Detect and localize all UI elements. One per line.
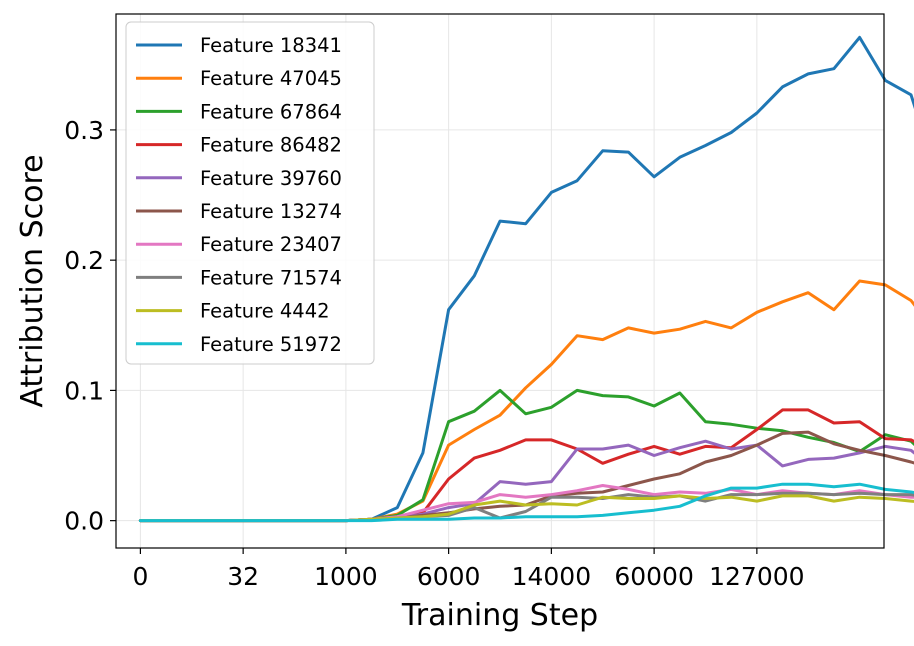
legend-entry-label: Feature 67864 [200, 100, 342, 123]
series-lines [138, 35, 914, 523]
legend: Feature 18341 Feature 47045 Feature 67864 F… [125, 21, 375, 365]
y-tick-label: 0.2 [64, 246, 104, 275]
y-axis-label: Attribution Score [15, 154, 50, 407]
legend-entry-label: Feature 39760 [200, 167, 342, 190]
legend-entry-label: Feature 86482 [200, 134, 342, 157]
legend-entry-label: Feature 4442 [200, 300, 330, 323]
series-line-feature-51972 [138, 482, 914, 523]
x-tick-label: 6000 [417, 562, 481, 591]
plot-frame [115, 13, 885, 549]
x-tick-label: 60000 [614, 562, 694, 591]
legend-entry-label: Feature 71574 [200, 266, 342, 289]
series-line-feature-13274 [138, 430, 914, 523]
legend-entry-label: Feature 18341 [200, 34, 342, 57]
x-tick-label: 127000 [709, 562, 804, 591]
legend-entry-label: Feature 23407 [200, 233, 342, 256]
x-tick-label: 14000 [512, 562, 592, 591]
y-axis-ticks: 0.0 0.1 0.2 0.3 [64, 116, 116, 536]
legend-box [125, 21, 375, 365]
x-tick-label: 1000 [314, 562, 378, 591]
x-axis-label: Training Step [401, 598, 598, 633]
legend-entry-label: Feature 13274 [200, 200, 342, 223]
x-axis-ticks: 0 32 1000 6000 14000 60000 127000 [132, 548, 805, 591]
y-tick-label: 0.0 [64, 507, 104, 536]
x-tick-label: 32 [227, 562, 259, 591]
legend-entry-label: Feature 47045 [200, 67, 342, 90]
legend-entry-label: Feature 51972 [200, 333, 342, 356]
series-line-feature-39760 [138, 439, 914, 523]
y-tick-label: 0.1 [64, 376, 104, 405]
x-tick-label: 0 [132, 562, 148, 591]
y-tick-label: 0.3 [64, 116, 104, 145]
